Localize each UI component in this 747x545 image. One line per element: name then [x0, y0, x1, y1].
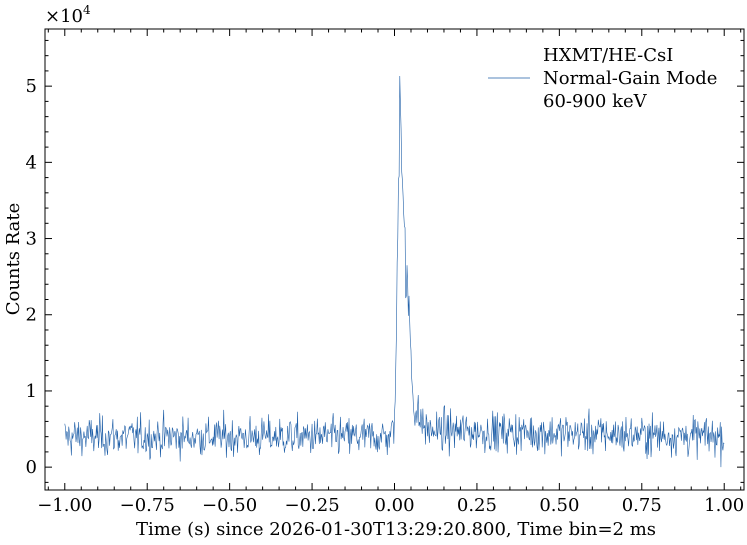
- x-tick-label: 0.25: [457, 495, 497, 516]
- x-axis-label: Time (s) since 2026-01-30T13:29:20.800, …: [136, 519, 656, 540]
- y-tick-label: 3: [26, 229, 37, 250]
- y-tick-label: 2: [26, 305, 37, 326]
- legend: HXMT/HE-CsI Normal-Gain Mode 60-900 keV: [488, 45, 717, 112]
- y-multiplier-label: ×104: [45, 3, 91, 27]
- y-tick-label: 1: [26, 381, 37, 402]
- x-tick-label: −0.50: [202, 495, 257, 516]
- x-tick-label: 0.00: [374, 495, 414, 516]
- y-tick-label: 4: [26, 152, 37, 173]
- x-tick-label: −1.00: [37, 495, 92, 516]
- x-tick-label: −0.75: [120, 495, 175, 516]
- legend-line-2: Normal-Gain Mode: [543, 68, 717, 89]
- x-tick-label: 0.75: [622, 495, 662, 516]
- axis-ticks: −1.00 −0.75 −0.50 −0.25 0.00 0.25 0.50 0.75 1.00…: [26, 29, 744, 516]
- x-tick-label: 0.50: [539, 495, 579, 516]
- y-tick-label: 5: [26, 76, 37, 97]
- x-tick-label: 1.00: [704, 495, 744, 516]
- legend-line-1: HXMT/HE-CsI: [543, 45, 673, 66]
- y-tick-label: 0: [26, 457, 37, 478]
- y-axis-label: Counts Rate: [3, 203, 24, 316]
- series-line: [64, 76, 725, 468]
- legend-line-3: 60-900 keV: [543, 91, 648, 112]
- x-tick-label: −0.25: [284, 495, 339, 516]
